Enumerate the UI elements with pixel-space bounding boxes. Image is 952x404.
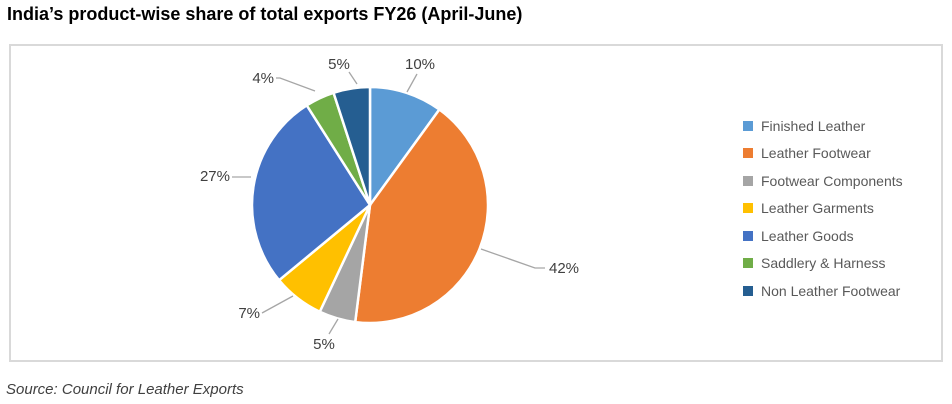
legend-swatch-icon [743,148,753,159]
pie-slice-leather-footwear [353,108,490,325]
legend-item: Leather Goods [743,222,903,250]
data-label: 10% [405,56,435,73]
chart-frame: 10% 42% 5% 7% 27% 4% 5% Finished Leather Leathe… [9,44,943,362]
legend-item-label: Finished Leather [761,117,866,134]
pie-slice-finished-leather [368,85,441,207]
leader-line [348,71,358,85]
leader-line [406,73,418,93]
pie-slice-leather-goods [250,104,372,282]
legend-swatch-icon [743,203,753,214]
legend-item-label: Leather Footwear [761,145,871,162]
legend-item: Footwear Components [743,167,903,195]
pie-slice-non-leather-footwear [332,85,372,207]
chart-title: India’s product-wise share of total expo… [7,4,523,24]
leader-line [261,295,294,314]
legend-item-label: Footwear Components [761,172,903,189]
legend-item: Saddlery & Harness [743,250,903,278]
legend-item-label: Leather Garments [761,200,874,217]
leader-line [480,248,545,269]
source-caption: Source: Council for Leather Exports [6,381,244,398]
data-label: 27% [200,168,230,185]
leader-line [328,318,339,335]
leader-line [276,77,316,92]
data-label: 5% [328,56,350,73]
data-label: 4% [252,70,274,87]
legend-item-label: Saddlery & Harness [761,255,886,272]
legend-swatch-icon [743,285,753,296]
pie-chart: 10% 42% 5% 7% 27% 4% 5% [200,56,579,353]
data-label: 7% [238,305,260,322]
legend-swatch-icon [743,258,753,269]
legend-item: Leather Footwear [743,140,903,168]
legend-swatch-icon [743,230,753,241]
data-label: 42% [549,260,579,277]
legend-item: Leather Garments [743,195,903,223]
legend-item: Non Leather Footwear [743,277,903,305]
data-label: 5% [313,336,335,353]
legend-item-label: Non Leather Footwear [761,282,901,299]
legend-swatch-icon [743,120,753,131]
legend-item-label: Leather Goods [761,227,854,244]
legend-item: Finished Leather [743,112,903,140]
chart-legend: Finished Leather Leather Footwear Footwear… [743,112,903,305]
legend-swatch-icon [743,175,753,186]
